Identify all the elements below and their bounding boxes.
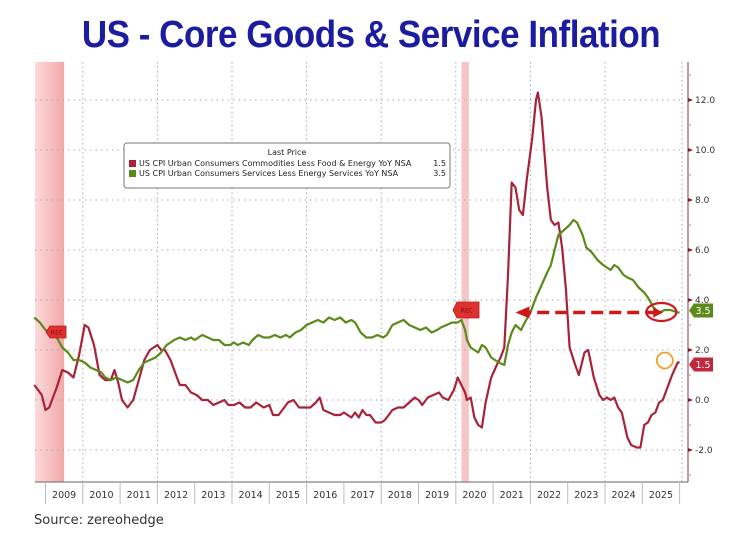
y-tick-label: -2.0 <box>695 446 713 456</box>
x-axis: 2009 2010 2011 2012 2013 2014 2015 2016 2017 2018… <box>35 481 688 504</box>
y-tick-mark <box>688 98 693 102</box>
legend-swatch <box>129 170 136 177</box>
recession-marker <box>452 301 480 319</box>
services-series-line <box>33 218 680 384</box>
highlight-ellipse <box>645 301 678 323</box>
y-tick-mark <box>688 248 693 252</box>
y-tick-mark <box>688 198 693 202</box>
x-tick-label: 2009 <box>52 490 76 501</box>
legend-label: US CPI Urban Consumers Commodities Less … <box>139 159 412 168</box>
annotations: REC REC <box>45 301 678 370</box>
x-tick-label: 2023 <box>574 490 598 501</box>
x-tick-label: 2021 <box>500 490 524 501</box>
series-lines <box>33 91 680 449</box>
recession-band <box>461 62 469 482</box>
x-tick-label: 2019 <box>425 490 449 501</box>
recession-marker-label: REC <box>461 308 473 315</box>
y-tick-label: 12.0 <box>695 96 715 106</box>
x-tick-label: 2012 <box>164 490 188 501</box>
y-tick-label: 10.0 <box>695 146 715 156</box>
y-tick-mark <box>688 148 693 152</box>
y-tick-mark <box>688 298 693 302</box>
legend-swatch <box>129 160 136 167</box>
last-value-tag-text: 1.5 <box>695 360 710 371</box>
recession-marker-label: REC <box>51 330 63 337</box>
x-tick-label: 2020 <box>462 490 486 501</box>
arrow-tail-head <box>653 307 664 318</box>
x-tick-label: 2018 <box>388 490 412 501</box>
source-note: Source: zereohedge <box>34 513 164 528</box>
legend-header: Last Price <box>268 148 307 157</box>
x-tick-label: 2025 <box>649 490 673 501</box>
y-tick-label: 8.0 <box>695 196 710 206</box>
x-tick-label: 2016 <box>313 490 337 501</box>
x-tick-label: 2017 <box>350 490 374 501</box>
last-value-tag-services <box>689 303 713 318</box>
last-value-tags: 3.5 1.5 <box>689 303 713 372</box>
goods-series-line <box>33 91 680 449</box>
y-tick-label: 0.0 <box>695 396 710 406</box>
legend-label: US CPI Urban Consumers Services Less Ene… <box>139 169 399 178</box>
x-tick-label: 2013 <box>201 490 225 501</box>
y-tick-mark <box>688 448 693 452</box>
chart-title: US - Core Goods & Service Inflation <box>81 14 661 56</box>
x-tick-label: 2011 <box>127 490 151 501</box>
recession-shading <box>35 62 469 482</box>
recession-band <box>35 62 65 482</box>
recession-marker <box>45 325 67 339</box>
y-tick-mark <box>688 398 693 402</box>
x-tick-label: 2022 <box>537 490 561 501</box>
x-tick-label: 2024 <box>612 490 636 501</box>
legend-value: 1.5 <box>433 159 446 168</box>
legend-box <box>123 142 451 189</box>
x-tick-label: 2010 <box>89 490 113 501</box>
legend-value: 3.5 <box>433 169 446 178</box>
y-tick-label: 6.0 <box>695 246 710 256</box>
y-tick-label: 4.0 <box>695 296 710 306</box>
arrow-head <box>515 306 530 319</box>
highlight-circle <box>655 351 674 370</box>
y-axis: -2.0 0.0 2.0 4.0 6.0 8.0 10.0 12.0 <box>687 62 715 482</box>
y-tick-label: 2.0 <box>695 346 710 356</box>
last-value-tag-goods <box>689 357 713 372</box>
x-tick-label: 2014 <box>239 490 263 501</box>
last-value-tag-text: 3.5 <box>695 306 710 317</box>
legend: Last Price US CPI Urban Consumers Commodi… <box>123 142 451 189</box>
y-tick-mark <box>688 348 693 352</box>
gridlines <box>35 62 683 482</box>
x-tick-label: 2015 <box>276 490 300 501</box>
